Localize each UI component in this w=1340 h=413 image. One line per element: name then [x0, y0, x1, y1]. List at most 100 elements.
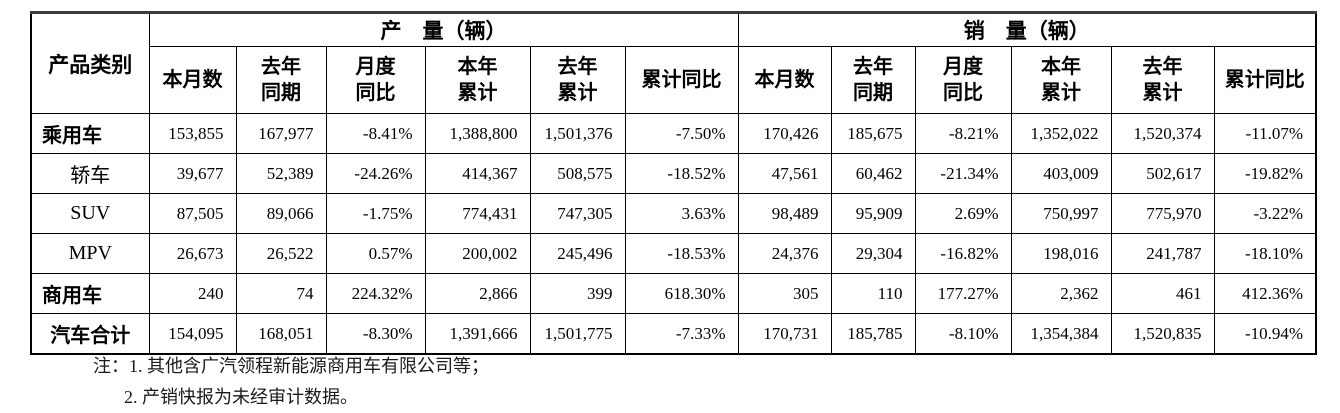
table-cell: -11.07%	[1213, 113, 1317, 154]
group-header-row: 产品类别 产 量（辆） 销 量（辆）	[30, 12, 1317, 114]
table-cell: 26,522	[235, 233, 327, 274]
table-cell: 3.63%	[624, 193, 739, 234]
table-cell: 750,997	[1010, 193, 1112, 234]
table-cell: 245,496	[529, 233, 626, 274]
table-cell: -24.26%	[325, 153, 426, 194]
table-cell: 412.36%	[1213, 273, 1317, 314]
table-cell: 87,505	[148, 193, 237, 234]
col-header-prod-last-year-same-period: 去年 同期	[235, 46, 327, 114]
table-cell: -7.33%	[624, 313, 739, 355]
table-cell: 153,855	[148, 113, 237, 154]
table-cell: 224.32%	[325, 273, 426, 314]
table-cell: 1,388,800	[424, 113, 531, 154]
table-cell: 29,304	[830, 233, 916, 274]
table-row-sedan: 轿车 39,677 52,389 -24.26% 414,367 508,575…	[30, 153, 1317, 194]
table-cell: 399	[529, 273, 626, 314]
production-sales-table: 产品类别 产 量（辆） 销 量（辆） 本月数 去年 同期 月度 同比 本年 累计…	[30, 11, 1318, 355]
production-group-header: 产 量（辆）	[148, 12, 739, 47]
table-cell: -8.30%	[325, 313, 426, 355]
table-cell: 170,426	[737, 113, 832, 154]
table-cell: 2,866	[424, 273, 531, 314]
col-header-sales-current-month: 本月数	[737, 46, 832, 114]
table-cell: -8.10%	[914, 313, 1012, 355]
table-cell: 508,575	[529, 153, 626, 194]
table-cell: 89,066	[235, 193, 327, 234]
table-cell: 0.57%	[325, 233, 426, 274]
table-cell: 52,389	[235, 153, 327, 194]
table-row-commercial-vehicles: 商用车 240 74 224.32% 2,866 399 618.30% 305…	[30, 273, 1317, 314]
table-cell: 167,977	[235, 113, 327, 154]
table-cell: 24,376	[737, 233, 832, 274]
table-cell: 177.27%	[914, 273, 1012, 314]
table-cell: 39,677	[148, 153, 237, 194]
production-sales-report: 产品类别 产 量（辆） 销 量（辆） 本月数 去年 同期 月度 同比 本年 累计…	[30, 11, 1318, 355]
table-cell: -3.22%	[1213, 193, 1317, 234]
table-cell: 305	[737, 273, 832, 314]
table-row-total-vehicles: 汽车合计 154,095 168,051 -8.30% 1,391,666 1,…	[30, 313, 1317, 355]
table-cell: 26,673	[148, 233, 237, 274]
row-label: 乘用车	[30, 113, 150, 154]
table-cell: 185,785	[830, 313, 916, 355]
table-row-passenger-vehicles: 乘用车 153,855 167,977 -8.41% 1,388,800 1,5…	[30, 113, 1317, 154]
table-cell: -7.50%	[624, 113, 739, 154]
col-header-sales-monthly-yoy: 月度 同比	[914, 46, 1012, 114]
table-cell: 618.30%	[624, 273, 739, 314]
table-cell: -16.82%	[914, 233, 1012, 274]
table-cell: 168,051	[235, 313, 327, 355]
table-cell: 775,970	[1110, 193, 1215, 234]
col-header-prod-cumulative-yoy: 累计同比	[624, 46, 739, 114]
table-cell: -19.82%	[1213, 153, 1317, 194]
table-cell: 1,391,666	[424, 313, 531, 355]
footnote-2: 2. 产销快报为未经审计数据。	[124, 387, 358, 407]
table-cell: 1,520,835	[1110, 313, 1215, 355]
table-row-mpv: MPV 26,673 26,522 0.57% 200,002 245,496 …	[30, 233, 1317, 274]
table-cell: 98,489	[737, 193, 832, 234]
table-cell: -1.75%	[325, 193, 426, 234]
col-header-sales-ytd: 本年 累计	[1010, 46, 1112, 114]
footnotes: 注：1. 其他含广汽领程新能源商用车有限公司等； 2. 产销快报为未经审计数据。	[93, 351, 489, 413]
table-cell: 185,675	[830, 113, 916, 154]
row-label: SUV	[30, 193, 150, 234]
col-header-prod-last-year-ytd: 去年 累计	[529, 46, 626, 114]
table-cell: 2.69%	[914, 193, 1012, 234]
table-cell: -18.53%	[624, 233, 739, 274]
table-cell: 774,431	[424, 193, 531, 234]
col-header-sales-last-year-ytd: 去年 累计	[1110, 46, 1215, 114]
row-label: 商用车	[30, 273, 150, 314]
footnote-1: 注：1. 其他含广汽领程新能源商用车有限公司等；	[93, 356, 489, 376]
table-cell: 1,352,022	[1010, 113, 1112, 154]
table-cell: 403,009	[1010, 153, 1112, 194]
table-cell: 154,095	[148, 313, 237, 355]
table-cell: 1,520,374	[1110, 113, 1215, 154]
col-header-prod-monthly-yoy: 月度 同比	[325, 46, 426, 114]
table-cell: 747,305	[529, 193, 626, 234]
table-cell: -8.21%	[914, 113, 1012, 154]
table-cell: 95,909	[830, 193, 916, 234]
sales-group-header: 销 量（辆）	[737, 12, 1317, 47]
table-cell: 1,354,384	[1010, 313, 1112, 355]
table-cell: 1,501,775	[529, 313, 626, 355]
table-cell: -21.34%	[914, 153, 1012, 194]
table-cell: -8.41%	[325, 113, 426, 154]
corner-header-product-category: 产品类别	[30, 12, 150, 114]
table-cell: 241,787	[1110, 233, 1215, 274]
table-cell: -18.52%	[624, 153, 739, 194]
col-header-prod-current-month: 本月数	[148, 46, 237, 114]
table-cell: 170,731	[737, 313, 832, 355]
col-header-prod-ytd: 本年 累计	[424, 46, 531, 114]
col-header-sales-cumulative-yoy: 累计同比	[1213, 46, 1317, 114]
table-cell: 461	[1110, 273, 1215, 314]
table-cell: -18.10%	[1213, 233, 1317, 274]
table-cell: 47,561	[737, 153, 832, 194]
table-cell: 110	[830, 273, 916, 314]
table-cell: 502,617	[1110, 153, 1215, 194]
table-row-suv: SUV 87,505 89,066 -1.75% 774,431 747,305…	[30, 193, 1317, 234]
row-label: 汽车合计	[30, 313, 150, 355]
row-label: 轿车	[30, 153, 150, 194]
table-cell: 414,367	[424, 153, 531, 194]
table-cell: -10.94%	[1213, 313, 1317, 355]
table-cell: 2,362	[1010, 273, 1112, 314]
column-header-row: 本月数 去年 同期 月度 同比 本年 累计 去年 累计 累计同比 本月数 去年 …	[31, 46, 1317, 114]
table-cell: 1,501,376	[529, 113, 626, 154]
table-cell: 198,016	[1010, 233, 1112, 274]
